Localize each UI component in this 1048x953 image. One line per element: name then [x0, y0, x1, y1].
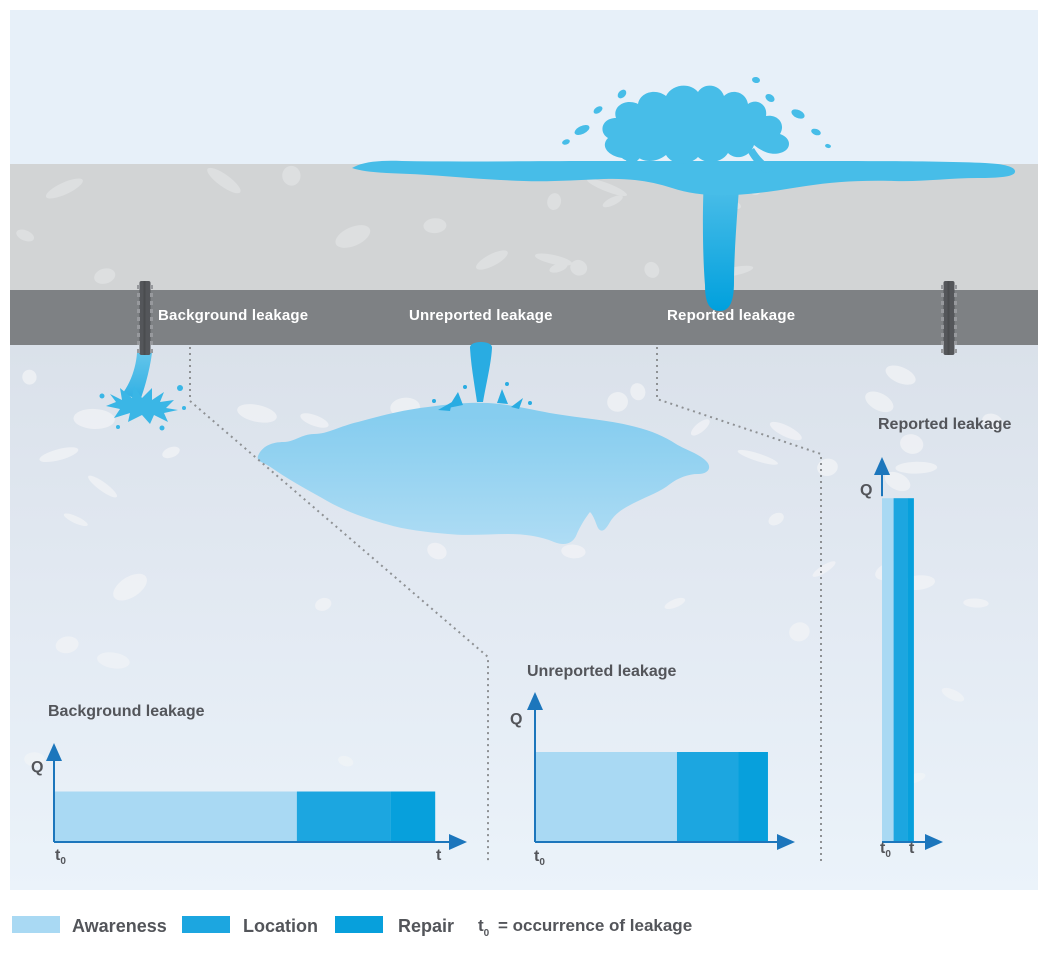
legend-note-t0: t0 = occurrence of leakage	[478, 916, 693, 939]
reported-leak-column	[702, 175, 740, 311]
phase-segment-location	[893, 498, 908, 842]
mini-charts	[46, 457, 943, 850]
phase-segment-repair	[390, 791, 436, 842]
x-axis-arrow-icon	[449, 834, 467, 850]
chart-title-reported: Reported leakage	[878, 416, 1012, 433]
y-axis-label-q-background: Q	[31, 759, 44, 776]
pipe-label-reported-leakage: Reported leakage	[667, 307, 796, 324]
pipe-joint-left-icon	[137, 281, 153, 355]
phase-segment-location	[296, 791, 391, 842]
y-axis-arrow-icon	[874, 457, 890, 475]
underground-pool	[257, 402, 710, 544]
t0-label-background: t0	[55, 847, 66, 867]
legend: Awareness Location Repair t0 = occurrenc…	[0, 908, 1048, 948]
phase-segment-awareness	[54, 791, 297, 842]
phase-segment-awareness	[535, 752, 677, 842]
phase-segment-awareness	[882, 498, 894, 842]
pipe-label-background-leakage: Background leakage	[158, 307, 309, 324]
legend-swatch-location	[182, 916, 230, 933]
x-axis-arrow-icon	[925, 834, 943, 850]
reported-leak-eruption	[562, 76, 831, 174]
water-pipe	[10, 290, 1038, 345]
legend-label-repair: Repair	[398, 916, 455, 936]
pipe-label-unreported-leakage: Unreported leakage	[409, 307, 553, 324]
x-axis-arrow-icon	[777, 834, 795, 850]
scene-illustration	[10, 10, 1038, 890]
unreported-leak-jet	[432, 342, 532, 411]
background-leak-spray	[99, 353, 186, 431]
legend-label-location: Location	[243, 916, 318, 936]
y-axis-label-q-unreported: Q	[510, 711, 523, 728]
phase-segment-repair	[907, 498, 914, 842]
chart-background-leakage	[46, 743, 467, 850]
chart-title-background: Background leakage	[48, 703, 205, 720]
sky-band	[10, 10, 1038, 164]
topsoil-band	[10, 164, 1038, 290]
leader-line-reported	[656, 347, 822, 864]
chart-reported-leakage	[874, 457, 943, 850]
t0-label-reported: t0	[880, 840, 891, 860]
legend-label-awareness: Awareness	[72, 916, 167, 936]
chart-title-unreported: Unreported leakage	[527, 663, 677, 680]
y-axis-label-q-reported: Q	[860, 482, 873, 499]
phase-segment-location	[676, 752, 739, 842]
t-label-background: t	[436, 847, 442, 864]
y-axis-arrow-icon	[527, 692, 543, 710]
legend-swatch-repair	[335, 916, 383, 933]
phase-segment-repair	[738, 752, 768, 842]
y-axis-arrow-icon	[46, 743, 62, 761]
pipe-joint-right-icon	[941, 281, 957, 355]
chart-unreported-leakage	[527, 692, 795, 850]
surface-water-pool	[352, 160, 1016, 196]
t-label-reported: t	[909, 840, 915, 857]
t0-label-unreported: t0	[534, 848, 545, 868]
legend-swatch-awareness	[12, 916, 60, 933]
